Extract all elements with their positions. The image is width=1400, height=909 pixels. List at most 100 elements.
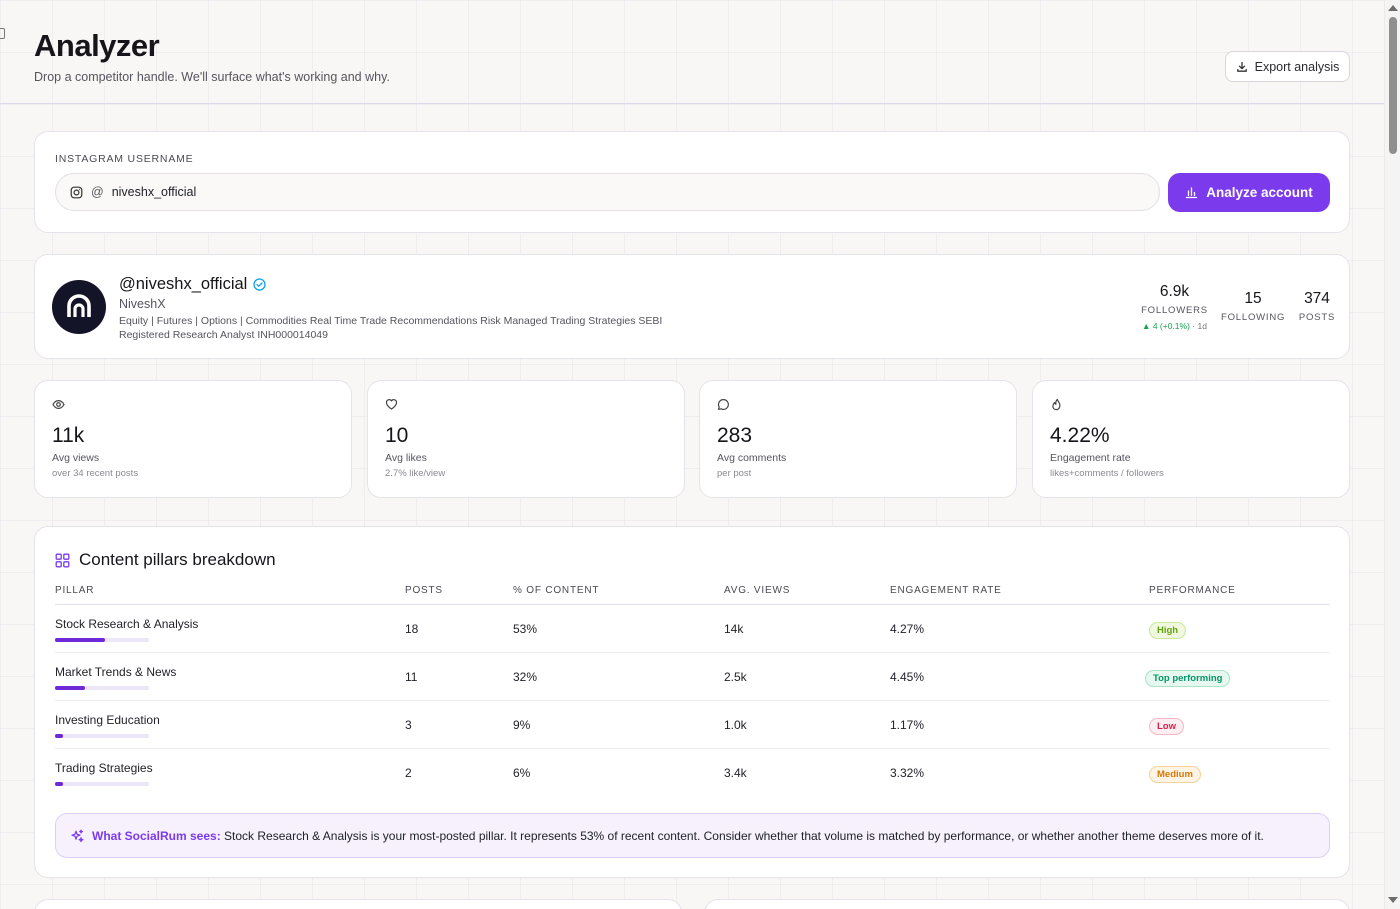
following-stat: 15 FOLLOWING [1221,290,1285,323]
pillar-pct: 32% [513,670,538,684]
pillar-er: 4.45% [890,670,925,684]
export-label: Export analysis [1254,59,1340,74]
pillar-views: 1.0k [724,718,747,732]
avatar [52,280,106,334]
metric-label: Avg likes [385,452,427,464]
col-er: ENGAGEMENT RATE [890,585,1002,596]
content-pillars-card: Content pillars breakdown PILLAR POSTS %… [34,526,1350,878]
handle-text: @niveshx_official [119,275,248,293]
metric-card-engagement: 4.22% Engagement rate likes+comments / f… [1032,380,1350,498]
insight-lead: What SocialRum sees: [92,828,221,843]
at-prefix: @ [91,185,104,199]
pillar-name: Market Trends & News [55,665,177,679]
pillar-er: 1.17% [890,718,925,732]
metric-card-likes: 10 Avg likes 2.7% like/view [367,380,685,498]
following-label: FOLLOWING [1221,312,1286,323]
sparkle-icon [71,829,84,842]
pillar-share-track [55,686,149,690]
pillar-share-track [55,734,149,738]
insight-text: What SocialRum sees: Stock Research & An… [92,829,1264,843]
pillars-title-text: Content pillars breakdown [79,550,276,569]
scroll-up-arrow-icon[interactable] [1388,5,1398,11]
col-posts: POSTS [405,585,443,596]
metric-value: 4.22% [1050,424,1110,447]
pillar-name: Investing Education [55,713,160,727]
pillar-share-fill [55,686,86,690]
col-pillar: PILLAR [55,585,95,596]
next-card-left [34,899,682,909]
pillar-posts: 2 [405,766,412,780]
pillar-share-fill [55,638,105,642]
analyze-label: Analyze account [1206,185,1313,200]
status-badge: High [1149,622,1187,639]
page-title: Analyzer [34,28,160,63]
flame-icon [1052,398,1061,411]
profile-name: NiveshX [119,297,166,311]
metric-label: Avg views [52,452,100,464]
pillar-share-fill [55,734,64,738]
metric-value: 11k [52,424,85,447]
scroll-down-arrow-icon[interactable] [1388,897,1398,903]
following-count: 15 [1244,290,1262,307]
followers-delta-ago: · 1d [1192,321,1207,331]
table-row: Stock Research & Analysis 18 53% 14k 4.2… [55,605,1330,653]
insight-body: Stock Research & Analysis is your most-p… [224,828,1264,843]
grid-icon [55,553,70,567]
niveshx-logo [67,294,91,317]
analyze-account-button[interactable]: Analyze account [1168,173,1330,212]
pillar-name: Stock Research & Analysis [55,617,199,631]
posts-count: 374 [1304,290,1330,307]
status-badge: Medium [1149,766,1201,783]
col-pct: % OF CONTENT [513,585,600,596]
table-row: Trading Strategies 2 6% 3.4k 3.32% Mediu… [55,749,1330,797]
metric-value: 10 [385,424,409,447]
pillars-title: Content pillars breakdown [55,550,276,570]
comment-icon [717,398,729,410]
pillar-pct: 53% [513,622,538,636]
col-views: AVG. VIEWS [724,585,791,596]
insight-banner: What SocialRum sees: Stock Research & An… [55,813,1330,858]
pillar-name: Trading Strategies [55,761,153,775]
pillars-table-header: PILLAR POSTS % OF CONTENT AVG. VIEWS ENG… [55,585,1330,605]
profile-bio: Equity | Futures | Options | Commodities… [119,315,663,341]
username-value[interactable]: niveshx_official [111,185,197,199]
table-row: Investing Education 3 9% 1.0k 1.17% Low [55,701,1330,749]
posts-stat: 374 POSTS [1295,290,1339,323]
pillar-er: 4.27% [890,622,925,636]
status-badge: Low [1149,718,1184,735]
pillar-posts: 18 [405,622,419,636]
pillar-pct: 9% [513,718,531,732]
posts-label: POSTS [1298,312,1336,323]
pillar-posts: 3 [405,718,412,732]
metric-sub: 2.7% like/view [385,468,446,479]
bar-chart-icon [1186,187,1198,199]
followers-label: FOLLOWERS [1141,305,1208,316]
col-performance: PERFORMANCE [1149,585,1236,596]
sidebar-toggle-icon[interactable] [0,28,5,39]
scroll-thumb[interactable] [1389,17,1397,154]
metric-label: Engagement rate [1050,452,1131,464]
profile-card: @niveshx_official NiveshX Equity | Futur… [34,254,1350,359]
followers-delta: ▲ 4 (+0.1%) · 1d [1137,321,1212,331]
pillar-views: 2.5k [724,670,747,684]
heart-icon [385,399,398,410]
pillar-share-track [55,638,149,642]
header-divider [0,103,1384,104]
metric-sub: likes+comments / followers [1050,468,1164,479]
followers-delta-value: ▲ 4 (+0.1%) [1142,321,1190,331]
scrollbar[interactable] [1384,0,1400,909]
download-icon [1236,61,1247,72]
username-input[interactable]: @ niveshx_official [55,173,1160,211]
pillar-views: 3.4k [724,766,747,780]
profile-handle: @niveshx_official [119,275,266,294]
pillar-share-track [55,782,149,786]
metric-card-comments: 283 Avg comments per post [699,380,1017,498]
metric-card-views: 11k Avg views over 34 recent posts [34,380,352,498]
export-analysis-button[interactable]: Export analysis [1225,51,1350,82]
metric-label: Avg comments [717,452,787,464]
pillar-er: 3.32% [890,766,925,780]
metric-sub: over 34 recent posts [52,468,139,479]
instagram-icon [70,186,83,198]
pillar-share-fill [55,782,63,786]
